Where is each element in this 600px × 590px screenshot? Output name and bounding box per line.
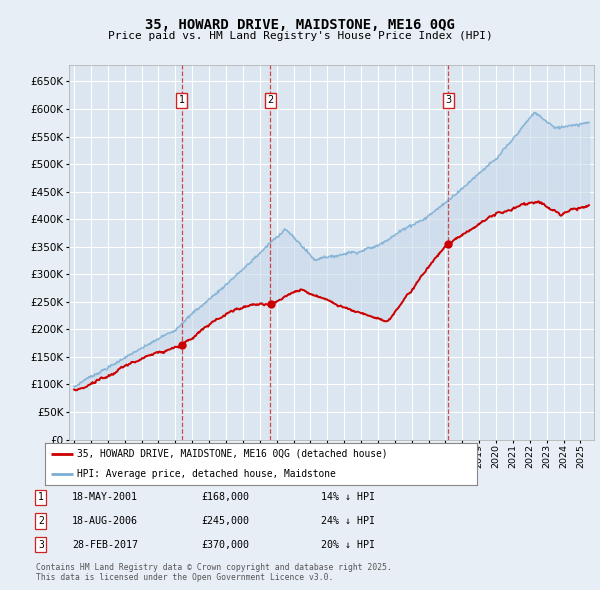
Text: 18-MAY-2001: 18-MAY-2001 xyxy=(72,493,138,502)
Text: 1: 1 xyxy=(179,96,185,106)
Text: HPI: Average price, detached house, Maidstone: HPI: Average price, detached house, Maid… xyxy=(77,468,336,478)
Text: £168,000: £168,000 xyxy=(201,493,249,502)
Text: 35, HOWARD DRIVE, MAIDSTONE, ME16 0QG: 35, HOWARD DRIVE, MAIDSTONE, ME16 0QG xyxy=(145,18,455,32)
Text: £245,000: £245,000 xyxy=(201,516,249,526)
Text: Price paid vs. HM Land Registry's House Price Index (HPI): Price paid vs. HM Land Registry's House … xyxy=(107,31,493,41)
Text: 14% ↓ HPI: 14% ↓ HPI xyxy=(321,493,375,502)
Text: 20% ↓ HPI: 20% ↓ HPI xyxy=(321,540,375,549)
Text: 35, HOWARD DRIVE, MAIDSTONE, ME16 0QG (detached house): 35, HOWARD DRIVE, MAIDSTONE, ME16 0QG (d… xyxy=(77,449,388,459)
Text: 28-FEB-2017: 28-FEB-2017 xyxy=(72,540,138,549)
Text: 2: 2 xyxy=(267,96,274,106)
Text: 24% ↓ HPI: 24% ↓ HPI xyxy=(321,516,375,526)
Text: Contains HM Land Registry data © Crown copyright and database right 2025.
This d: Contains HM Land Registry data © Crown c… xyxy=(36,563,392,582)
Text: 2: 2 xyxy=(38,516,44,526)
Text: 3: 3 xyxy=(445,96,451,106)
Text: 18-AUG-2006: 18-AUG-2006 xyxy=(72,516,138,526)
Text: 1: 1 xyxy=(38,493,44,502)
Text: 3: 3 xyxy=(38,540,44,549)
Text: £370,000: £370,000 xyxy=(201,540,249,549)
